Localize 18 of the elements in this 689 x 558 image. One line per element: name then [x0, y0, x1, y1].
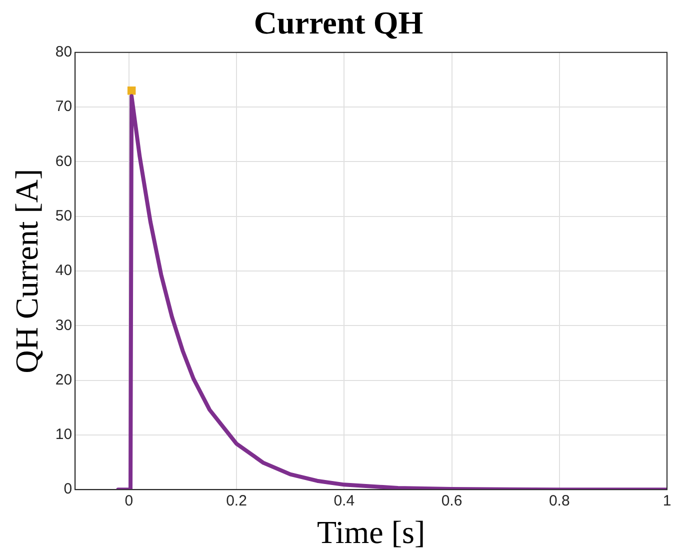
y-tick-label: 20 — [55, 371, 72, 388]
y-tick-label: 30 — [55, 316, 72, 334]
x-tick-label: 0.2 — [226, 492, 247, 510]
x-tick-label: 0.4 — [334, 492, 355, 510]
y-tick-label: 50 — [55, 207, 72, 224]
x-tick-label: 0.8 — [548, 492, 570, 510]
x-tick-label: 1 — [662, 492, 672, 510]
y-axis-title: QH Current [A] — [8, 168, 45, 374]
x-axis-title: Time [s] — [316, 514, 426, 550]
y-tick-label: 10 — [55, 426, 72, 444]
x-tick-label: 0 — [124, 492, 134, 510]
y-tick-label: 80 — [55, 44, 72, 61]
y-tick-label: 0 — [64, 480, 72, 498]
y-tick-label: 60 — [55, 152, 72, 170]
x-tick-label: 0.6 — [441, 492, 462, 510]
y-tick-label: 40 — [55, 262, 72, 280]
chart-title: Current QH — [254, 4, 424, 40]
y-tick-label: 70 — [55, 98, 72, 116]
